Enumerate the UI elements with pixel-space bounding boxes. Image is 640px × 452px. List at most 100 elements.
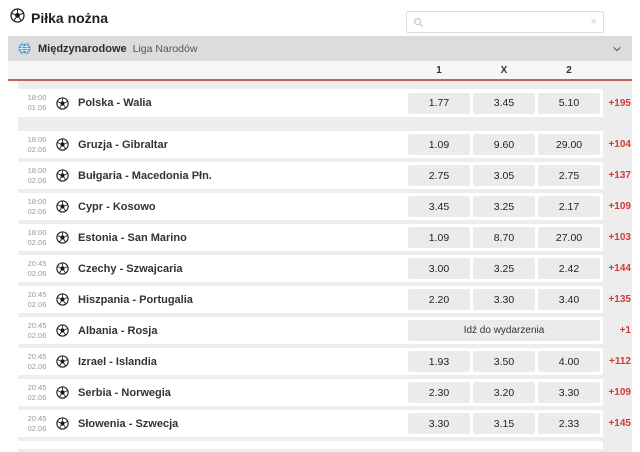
- odds-button-x[interactable]: 3.45: [473, 92, 535, 114]
- match-time: 20:45 02.06: [24, 259, 50, 279]
- globe-icon: [18, 42, 31, 55]
- match-time: 20:45 02.06: [24, 383, 50, 403]
- odds-button-2[interactable]: 2.33: [538, 413, 600, 434]
- match-time: 18:00 02.06: [24, 135, 50, 155]
- match-card[interactable]: 18:00 02.06 Gruzja - Gibraltar 1.09 9.60 29.0…: [18, 131, 603, 158]
- boost-value[interactable]: +104: [608, 139, 631, 150]
- match-card[interactable]: 20:45 02.06 Hiszpania - Portugalia 2.20 3.30…: [18, 286, 603, 313]
- boost-value[interactable]: +135: [608, 294, 631, 305]
- odds-button-2[interactable]: 2.75: [538, 165, 600, 186]
- boost-value[interactable]: +195: [608, 97, 631, 109]
- boost-value[interactable]: +1: [619, 325, 631, 336]
- odds-button-2[interactable]: 2.42: [538, 258, 600, 279]
- search-input[interactable]: [428, 15, 591, 29]
- odds-group: 1.93 3.50 4.00: [408, 351, 603, 372]
- match-time: 20:45 02.06: [24, 321, 50, 341]
- match-time-date: 02.06: [27, 330, 47, 340]
- odds-button-1[interactable]: 1.09: [408, 227, 470, 248]
- league-bar[interactable]: Międzynarodowe Liga Narodów: [8, 36, 632, 61]
- match-name: Czechy - Szwajcaria: [78, 262, 183, 275]
- odds-button-2[interactable]: 2.17: [538, 196, 600, 217]
- odds-button-1[interactable]: 2.75: [408, 165, 470, 186]
- soccer-ball-icon: [56, 293, 69, 306]
- match-time-date: 02.06: [27, 237, 47, 247]
- odds-button-1[interactable]: 1.09: [408, 134, 470, 155]
- boost-value[interactable]: +145: [608, 418, 631, 429]
- odds-group: 3.00 3.25 2.42: [408, 258, 603, 279]
- match-card[interactable]: 20:45 02.06 Albania - Rosja Idź do wydarzen…: [18, 317, 603, 344]
- odds-group: 2.20 3.30 3.40: [408, 289, 603, 310]
- odds-button-1[interactable]: 1.93: [408, 351, 470, 372]
- odds-button-x[interactable]: 3.20: [473, 382, 535, 403]
- boost-value[interactable]: +109: [608, 387, 631, 398]
- match-time-date: 02.06: [27, 144, 47, 154]
- odds-button-2[interactable]: 5.10: [538, 92, 600, 114]
- odds-group: 2.30 3.20 3.30: [408, 382, 603, 403]
- boost-value[interactable]: +144: [608, 263, 631, 274]
- match-time-date: 02.06: [27, 175, 47, 185]
- match-row: 20:45 02.06 Izrael - Islandia 1.93 3.50 4.00 +…: [18, 348, 632, 375]
- page-title: Piłka nożna: [31, 10, 109, 26]
- match-row: 20:45 02.06 Serbia - Norwegia 2.30 3.20 3.30 +…: [18, 379, 632, 406]
- odds-button-1[interactable]: 3.45: [408, 196, 470, 217]
- odds-button-x[interactable]: 3.05: [473, 165, 535, 186]
- boost-value[interactable]: +109: [608, 201, 631, 212]
- match-time: 20:45 02.06: [24, 290, 50, 310]
- match-card[interactable]: 20:45 02.06 Izrael - Islandia 1.93 3.50 4.00: [18, 348, 603, 375]
- match-time-hour: 20:45: [27, 258, 47, 268]
- column-header-2: 2: [566, 64, 572, 76]
- match-card[interactable]: 18:00 02.06 Bułgaria - Macedonia Płn. 2.75 3…: [18, 162, 603, 189]
- odds-button-2[interactable]: 27.00: [538, 227, 600, 248]
- match-time-date: 02.06: [27, 206, 47, 216]
- match-card[interactable]: 20:45 02.06 Czechy - Szwajcaria 3.00 3.25 2.4…: [18, 255, 603, 282]
- match-row: 20:45 02.06 Czechy - Szwajcaria 3.00 3.25 2.4…: [18, 255, 632, 282]
- boost-value[interactable]: +103: [608, 232, 631, 243]
- match-card[interactable]: 20:45 02.06 Serbia - Norwegia 2.30 3.20 3.30: [18, 379, 603, 406]
- odds-button-2[interactable]: 4.00: [538, 351, 600, 372]
- odds-button-1[interactable]: 3.00: [408, 258, 470, 279]
- match-time: 18:00 02.06: [24, 228, 50, 248]
- match-time-date: 02.06: [27, 361, 47, 371]
- odds-button-x[interactable]: 3.30: [473, 289, 535, 310]
- match-time: 18:00 01.06: [24, 93, 50, 113]
- match-row: 20:45 02.06 Albania - Rosja Idź do wydarzen…: [18, 317, 632, 344]
- odds-button-x[interactable]: 3.15: [473, 413, 535, 434]
- match-card[interactable]: 18:00 01.06 Polska - Walia 1.77 3.45 5.10: [18, 89, 603, 117]
- odds-button-2[interactable]: 3.40: [538, 289, 600, 310]
- match-time-hour: 20:45: [27, 289, 47, 299]
- go-to-event-button[interactable]: Idź do wydarzenia: [408, 320, 600, 341]
- match-card[interactable]: 20:45 02.06 Słowenia - Szwecja 3.30 3.15 2.33: [18, 410, 603, 437]
- odds-button-x[interactable]: 8.70: [473, 227, 535, 248]
- match-card[interactable]: 18:00 02.06 Cypr - Kosowo 3.45 3.25 2.17: [18, 193, 603, 220]
- match-card[interactable]: 18:00 02.06 Estonia - San Marino 1.09 8.70 27…: [18, 224, 603, 251]
- odds-button-1[interactable]: 2.30: [408, 382, 470, 403]
- match-name: Estonia - San Marino: [78, 231, 187, 244]
- odds-group: 3.30 3.15 2.33: [408, 413, 603, 434]
- odds-button-2[interactable]: 3.30: [538, 382, 600, 403]
- odds-button-1[interactable]: 2.20: [408, 289, 470, 310]
- odds-column-headers: 1 X 2: [8, 61, 632, 81]
- match-list: 18:00 01.06 Polska - Walia 1.77 3.45 5.10 +195…: [18, 81, 632, 452]
- chevron-down-icon[interactable]: [612, 44, 622, 54]
- soccer-ball-icon: [56, 324, 69, 337]
- match-time-date: 02.06: [27, 392, 47, 402]
- boost-value[interactable]: +112: [609, 356, 631, 367]
- boost-value[interactable]: +137: [608, 170, 631, 181]
- search-box: ×: [406, 11, 604, 33]
- odds-button-1[interactable]: 3.30: [408, 413, 470, 434]
- odds-group: Idź do wydarzenia: [408, 320, 603, 341]
- odds-group: 1.09 8.70 27.00: [408, 227, 603, 248]
- odds-button-x[interactable]: 3.25: [473, 196, 535, 217]
- odds-button-x[interactable]: 3.25: [473, 258, 535, 279]
- odds-button-1[interactable]: 1.77: [408, 92, 470, 114]
- match-time-hour: 20:45: [27, 320, 47, 330]
- odds-button-x[interactable]: 9.60: [473, 134, 535, 155]
- clear-icon[interactable]: ×: [590, 15, 597, 28]
- league-name: Liga Narodów: [132, 42, 198, 55]
- odds-button-2[interactable]: 29.00: [538, 134, 600, 155]
- soccer-ball-icon: [56, 169, 69, 182]
- match-row: 18:00 02.06 Cypr - Kosowo 3.45 3.25 2.17 +109: [18, 193, 632, 220]
- odds-button-x[interactable]: 3.50: [473, 351, 535, 372]
- column-header-1: 1: [436, 64, 442, 76]
- match-time-hour: 20:45: [27, 351, 47, 361]
